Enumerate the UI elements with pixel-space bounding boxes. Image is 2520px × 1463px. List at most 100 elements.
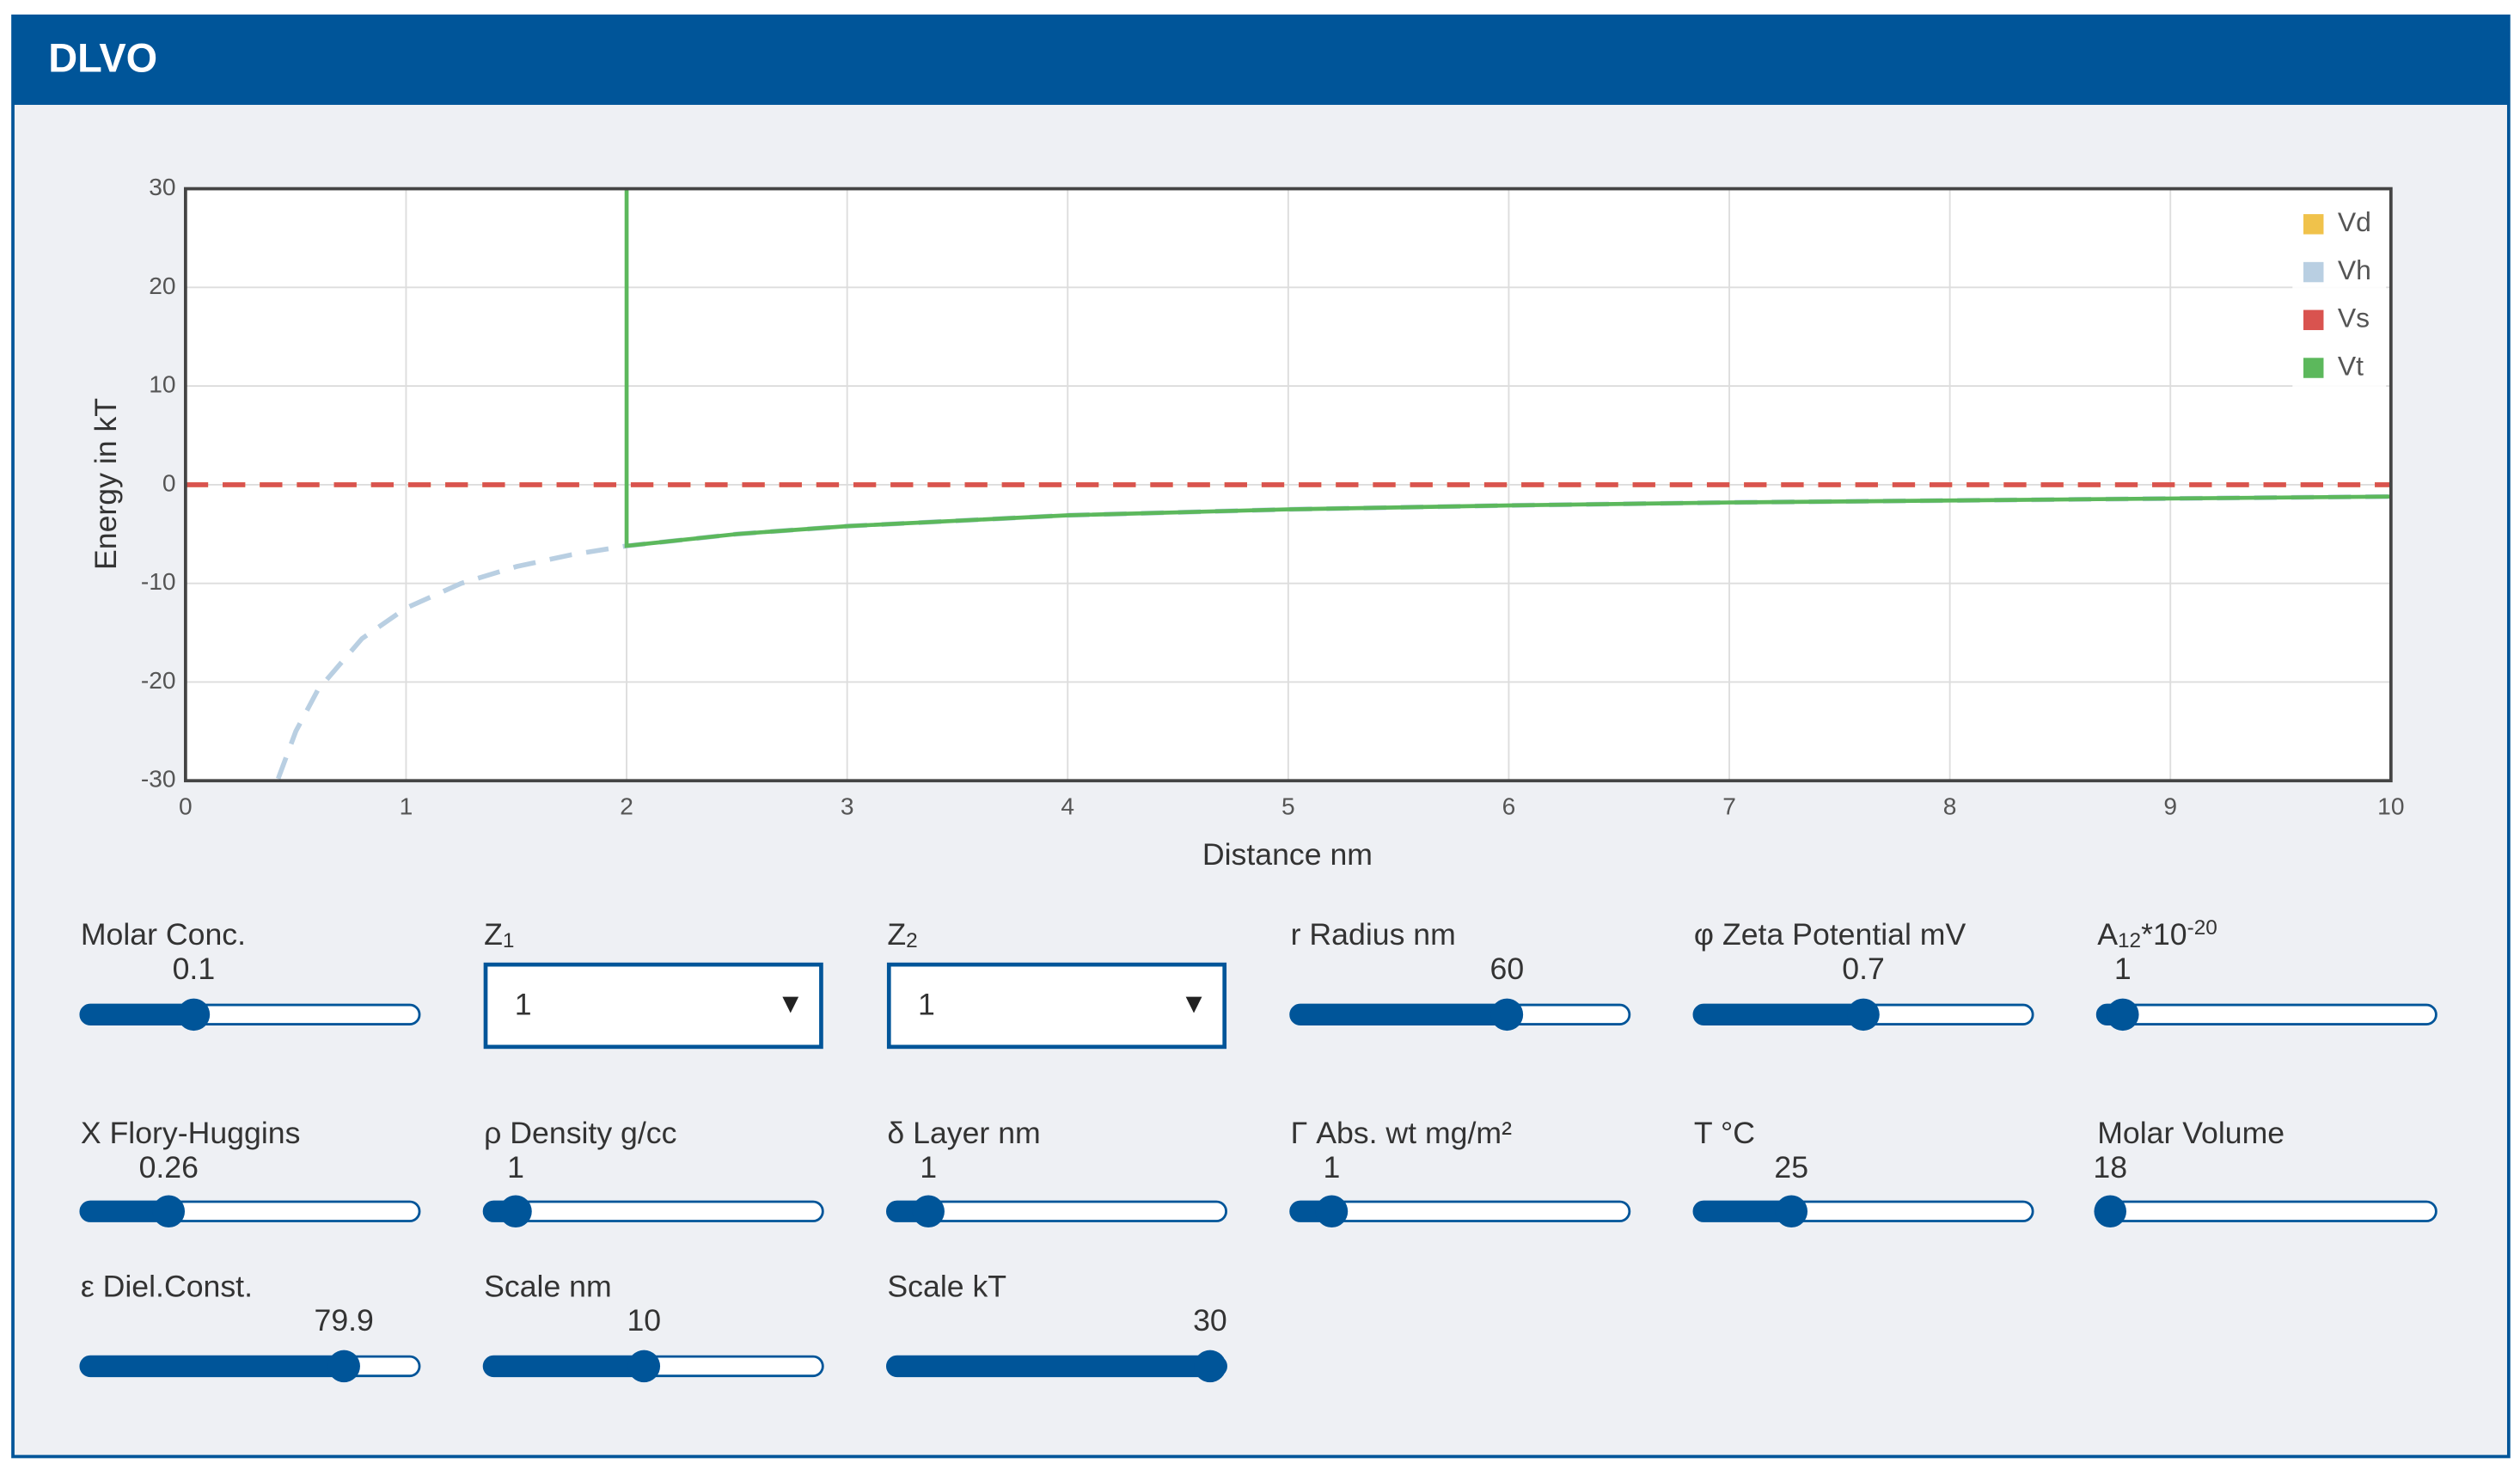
control-label: Z1 — [484, 918, 514, 953]
slider-value: 60 — [1490, 952, 1525, 986]
slider-value: 10 — [627, 1303, 661, 1338]
header-bar — [13, 15, 2509, 105]
label-part: Scale kT — [887, 1270, 1006, 1304]
label-part: X Flory-Huggins — [81, 1116, 301, 1150]
label-part: -20 — [2187, 916, 2217, 940]
label-part: T °C — [1694, 1116, 1755, 1150]
slider-track[interactable] — [482, 1200, 824, 1222]
x-tick-label: 2 — [620, 793, 633, 820]
y-tick-label: 30 — [149, 174, 175, 200]
dropdown-arrow — [1185, 996, 1202, 1013]
slider-handle[interactable] — [499, 1195, 532, 1228]
label-part: φ Zeta Potential mV — [1694, 918, 1966, 952]
label-part: Γ Abs. wt mg/m² — [1291, 1116, 1512, 1150]
x-tick-label: 4 — [1061, 793, 1074, 820]
y-tick-label: -30 — [141, 766, 176, 793]
slider-value: 0.7 — [1842, 952, 1885, 986]
slider-fill — [484, 1356, 645, 1376]
x-tick-label: 8 — [1943, 793, 1957, 820]
legend-label: Vh — [2338, 254, 2371, 285]
dropdown[interactable] — [483, 962, 823, 1050]
legend-swatch — [2301, 307, 2327, 333]
x-tick-label: 1 — [400, 793, 413, 820]
label-part: Z — [887, 918, 906, 952]
slider-value: 79.9 — [315, 1303, 374, 1338]
x-tick-label: 5 — [1281, 793, 1295, 820]
y-tick-label: -10 — [141, 568, 176, 595]
legend-label: Vt — [2338, 350, 2364, 381]
control-label: A12*10-20 — [2097, 916, 2217, 953]
slider-value: 1 — [920, 1150, 937, 1184]
slider-value: 0.26 — [139, 1150, 199, 1184]
slider-handle[interactable] — [152, 1195, 186, 1228]
slider-fill — [80, 1005, 194, 1025]
slider-track[interactable] — [2095, 1200, 2437, 1222]
x-tick-label: 6 — [1502, 793, 1516, 820]
label-part: Scale nm — [484, 1270, 612, 1304]
x-axis-title: Distance nm — [1202, 837, 1373, 872]
slider-track[interactable] — [2095, 1003, 2437, 1025]
y-axis-title: Energy in kT — [89, 398, 123, 570]
label-part: 1 — [503, 930, 515, 953]
slider-fill — [80, 1356, 345, 1376]
slider-value: 0.1 — [173, 952, 216, 986]
x-tick-label: 3 — [841, 793, 854, 820]
dropdown[interactable] — [886, 962, 1227, 1050]
slider-handle[interactable] — [327, 1350, 360, 1383]
slider-handle[interactable] — [912, 1195, 945, 1228]
legend-label: Vd — [2338, 206, 2371, 237]
y-tick-label: 0 — [162, 469, 176, 496]
control-label: Molar Volume — [2097, 1116, 2285, 1150]
control-label: ρ Density g/cc — [484, 1116, 676, 1150]
slider-handle[interactable] — [1775, 1195, 1808, 1228]
slider-value: 1 — [1324, 1150, 1341, 1184]
dropdown-value: 1 — [515, 987, 532, 1021]
label-part: Molar Conc. — [81, 918, 246, 952]
legend-swatch — [2301, 260, 2327, 285]
slider-value: 1 — [2114, 952, 2132, 986]
control-label: r Radius nm — [1291, 918, 1456, 952]
slider-fill — [1290, 1005, 1508, 1025]
legend-label: Vs — [2338, 303, 2370, 334]
legend-swatch — [2301, 211, 2327, 237]
series-line — [624, 188, 2391, 548]
legend-swatch — [2301, 355, 2327, 381]
control-label: ε Diel.Const. — [81, 1270, 253, 1304]
slider-handle[interactable] — [1490, 998, 1524, 1031]
control-label: δ Layer nm — [887, 1116, 1040, 1150]
y-tick-label: 20 — [149, 272, 175, 299]
slider-value: 30 — [1193, 1303, 1227, 1338]
plot-frame — [183, 187, 2393, 783]
slider-handle[interactable] — [2107, 998, 2139, 1031]
slider-handle[interactable] — [1194, 1350, 1226, 1383]
slider-value: 1 — [507, 1150, 524, 1184]
slider-handle[interactable] — [177, 998, 211, 1031]
slider-handle[interactable] — [627, 1350, 661, 1383]
x-tick-label: 10 — [2377, 793, 2404, 820]
control-label: Scale kT — [887, 1270, 1006, 1304]
slider-value: 18 — [2093, 1150, 2127, 1184]
label-part: Z — [484, 918, 503, 952]
y-tick-label: 10 — [149, 371, 175, 398]
slider-fill — [887, 1356, 1210, 1376]
slider-fill — [1693, 1202, 1792, 1221]
header-title: DLVO — [48, 36, 157, 81]
label-part: 12 — [2118, 930, 2141, 953]
label-part: *10 — [2141, 918, 2187, 952]
x-tick-label: 9 — [2163, 793, 2177, 820]
control-label: Γ Abs. wt mg/m² — [1291, 1116, 1512, 1150]
slider-handle[interactable] — [2094, 1195, 2126, 1228]
slider-handle[interactable] — [1847, 998, 1880, 1031]
slider-fill — [1693, 1005, 1864, 1025]
slider-handle[interactable] — [1315, 1195, 1349, 1228]
slider-value: 25 — [1774, 1150, 1808, 1184]
control-label: Z2 — [887, 918, 917, 953]
label-part: ρ Density g/cc — [484, 1116, 676, 1150]
label-part: r Radius nm — [1291, 918, 1456, 952]
dropdown-value: 1 — [918, 987, 935, 1021]
control-label: Molar Conc. — [81, 918, 246, 952]
label-part: δ Layer nm — [887, 1116, 1040, 1150]
x-tick-label: 7 — [1722, 793, 1736, 820]
label-part: Molar Volume — [2097, 1116, 2285, 1150]
